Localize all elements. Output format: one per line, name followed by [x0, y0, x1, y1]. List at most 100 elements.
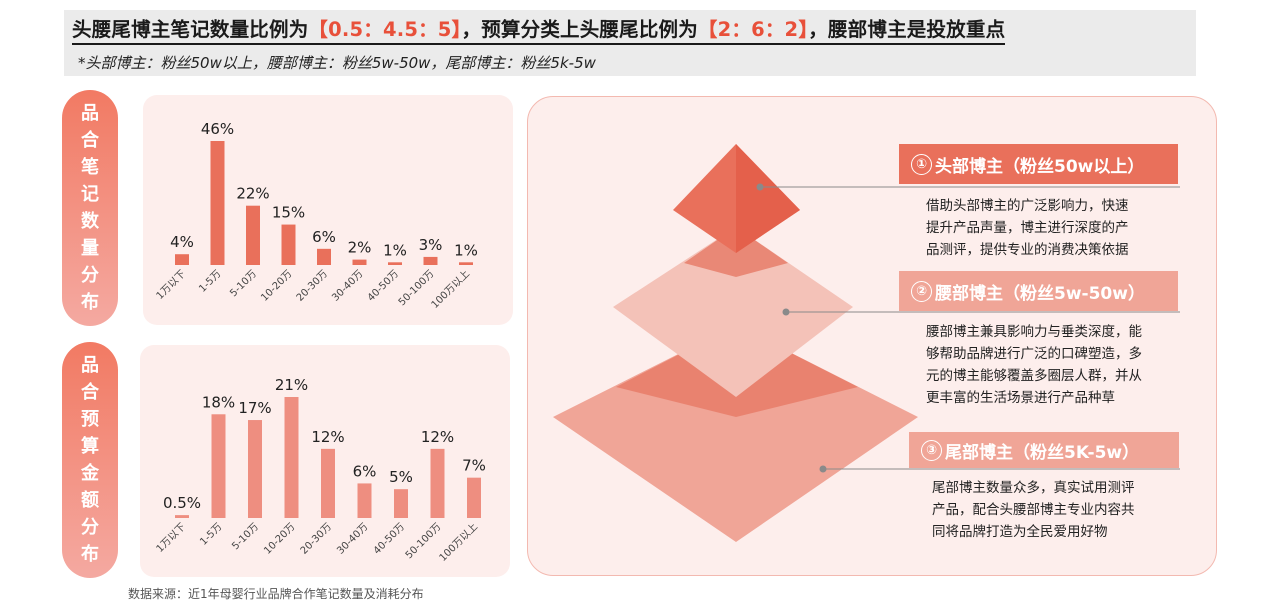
bar-100万以上 [467, 477, 481, 518]
budget-chart-panel: 0.5% 1万以下 18% 1-5万 17% 5-10万 21% 10-20万 12% 20-30… [140, 345, 510, 577]
notes-label-char: 量 [81, 238, 99, 259]
data-label: 17% [238, 399, 271, 417]
x-tick-label: 10-20万 [259, 268, 294, 303]
tier-head-top: ① 头部博主（粉丝50w以上） [899, 144, 1178, 184]
pyramid-top-facet [736, 144, 800, 253]
x-tick-label: 40-50万 [366, 268, 401, 303]
tier-number: ① [911, 153, 932, 175]
tier-desc-line: 同将品牌打造为全民爱用好物 [932, 524, 1108, 540]
headline-ratio-notes: 【0.5：4.5：5】 [308, 18, 462, 41]
bar-5-10万 [246, 205, 260, 265]
data-label: 1% [383, 241, 407, 259]
x-tick-label: 1万以下 [155, 521, 188, 554]
pyramid-panel: ① 头部博主（粉丝50w以上） 借助头部博主的广泛影响力，快速 提升产品声量，博主… [527, 96, 1217, 576]
tier-title: 头部博主（粉丝50w以上） [935, 156, 1145, 177]
x-tick-label: 100万以上 [437, 521, 480, 564]
pyramid-middle-tier [613, 227, 853, 397]
data-label: 21% [275, 376, 308, 394]
bar-1-5万 [211, 414, 226, 518]
data-label: 46% [201, 120, 234, 138]
bar-10-20万 [284, 397, 299, 518]
data-label: 5% [389, 468, 413, 486]
notes-label-char: 数 [81, 211, 99, 232]
data-label: 18% [202, 393, 235, 411]
bar-20-30万 [317, 248, 331, 265]
bar-40-50万 [388, 262, 402, 265]
tier-desc-line: 借助头部博主的广泛影响力，快速 [926, 198, 1129, 214]
x-tick-label: 20-30万 [299, 521, 334, 556]
bar-1万以下 [175, 515, 189, 518]
budget-label-char: 分 [81, 517, 99, 538]
bar-20-30万 [321, 448, 335, 518]
notes-label-char: 品 [81, 103, 99, 124]
headline: 头腰尾博主笔记数量比例为【0.5：4.5：5】，预算分类上头腰尾比例为【2：6：… [72, 18, 1006, 45]
x-tick-label: 40-50万 [372, 521, 407, 556]
data-label: 3% [419, 236, 443, 254]
x-tick-label: 30-40万 [335, 521, 370, 556]
data-label: 0.5% [163, 494, 201, 512]
tier-number: ③ [921, 439, 942, 461]
x-tick-label: 5-10万 [230, 521, 261, 552]
tier-desc-line: 元的博主能够覆盖多圈层人群，并从 [926, 368, 1142, 384]
bar-50-100万 [430, 448, 445, 518]
data-label: 4% [170, 233, 194, 251]
bar-1万以下 [175, 254, 189, 265]
connector-dot-top [756, 183, 764, 191]
connector-dot-bottom [819, 465, 827, 473]
budget-label-char: 金 [81, 463, 99, 484]
tier-desc-line: 腰部博主兼具影响力与垂类深度，能 [926, 324, 1142, 340]
budget-label-char: 额 [81, 490, 99, 511]
bar-1-5万 [210, 141, 225, 265]
notes-label-char: 分 [81, 265, 99, 286]
bar-50-100万 [423, 256, 438, 265]
bar-30-40万 [352, 259, 367, 265]
tier-desc-line: 够帮助品牌进行广泛的口碑塑造，多 [926, 346, 1142, 362]
budget-bar-chart: 0.5% 1万以下 18% 1-5万 17% 5-10万 21% 10-20万 12% 20-30… [155, 376, 486, 564]
budget-distribution-label: 品合预算金额分布 [62, 342, 118, 578]
tier-desc-line: 品测评，提供专业的消费决策依据 [926, 242, 1129, 258]
headline-part-notes: 头腰尾博主笔记数量比例为 [72, 18, 309, 41]
tier-head-bottom: ③ 尾部博主（粉丝5K-5w） [909, 432, 1179, 468]
notes-label-char: 记 [81, 184, 99, 205]
bar-5-10万 [248, 420, 262, 518]
tier-desc-line: 提升产品声量，博主进行深度的产 [926, 220, 1129, 236]
headline-ratio-budget: 【2：6：2】 [697, 18, 809, 41]
bar-10-20万 [281, 224, 296, 265]
tier-desc-line: 尾部博主数量众多，真实试用测评 [932, 480, 1135, 496]
tier-desc-middle: 腰部博主兼具影响力与垂类深度，能 够帮助品牌进行广泛的口碑塑造，多 元的博主能够… [926, 321, 1142, 409]
tier-desc-top: 借助头部博主的广泛影响力，快速 提升产品声量，博主进行深度的产 品测评，提供专业… [926, 195, 1129, 261]
headline-part-budget: ，预算分类上头腰尾比例为 [461, 18, 698, 41]
notes-label-char: 笔 [81, 157, 99, 178]
budget-label-char: 算 [81, 436, 99, 457]
budget-label-char: 布 [81, 544, 99, 565]
data-label: 6% [312, 228, 336, 246]
header-banner: 头腰尾博主笔记数量比例为【0.5：4.5：5】，预算分类上头腰尾比例为【2：6：… [64, 10, 1196, 76]
notes-distribution-label: 品合笔记数量分布 [62, 90, 118, 326]
data-label: 6% [353, 462, 377, 480]
tier-title: 腰部博主（粉丝5w-50w） [935, 283, 1145, 304]
budget-label-char: 品 [81, 355, 99, 376]
data-label: 7% [462, 457, 486, 475]
tier-title: 尾部博主（粉丝5K-5w） [945, 442, 1140, 463]
data-label: 22% [236, 185, 269, 203]
x-tick-label: 30-40万 [330, 268, 365, 303]
x-tick-label: 5-10万 [228, 268, 259, 299]
notes-chart-panel: 4% 1万以下 46% 1-5万 22% 5-10万 15% 10-20万 6% 20-30万 2%… [143, 95, 513, 325]
tier-desc-line: 更丰富的生活场景进行产品种草 [926, 390, 1115, 406]
tier-desc-bottom: 尾部博主数量众多，真实试用测评 产品，配合头腰部博主专业内容共 同将品牌打造为全… [932, 477, 1135, 543]
data-label: 12% [311, 428, 344, 446]
budget-label-char: 预 [81, 409, 99, 430]
tier-number: ② [911, 280, 932, 302]
x-tick-label: 1-5万 [197, 268, 223, 294]
x-tick-label: 20-30万 [295, 268, 330, 303]
x-tick-label: 1万以下 [155, 268, 188, 301]
connector-dot-middle [782, 308, 790, 316]
tier-head-middle: ② 腰部博主（粉丝5w-50w） [899, 271, 1178, 311]
x-tick-label: 100万以上 [429, 268, 472, 311]
notes-label-char: 合 [81, 130, 99, 151]
budget-label-char: 合 [81, 382, 99, 403]
data-label: 15% [272, 204, 305, 222]
bar-100万以上 [459, 262, 473, 265]
bar-30-40万 [357, 483, 372, 518]
x-tick-label: 10-20万 [262, 521, 297, 556]
